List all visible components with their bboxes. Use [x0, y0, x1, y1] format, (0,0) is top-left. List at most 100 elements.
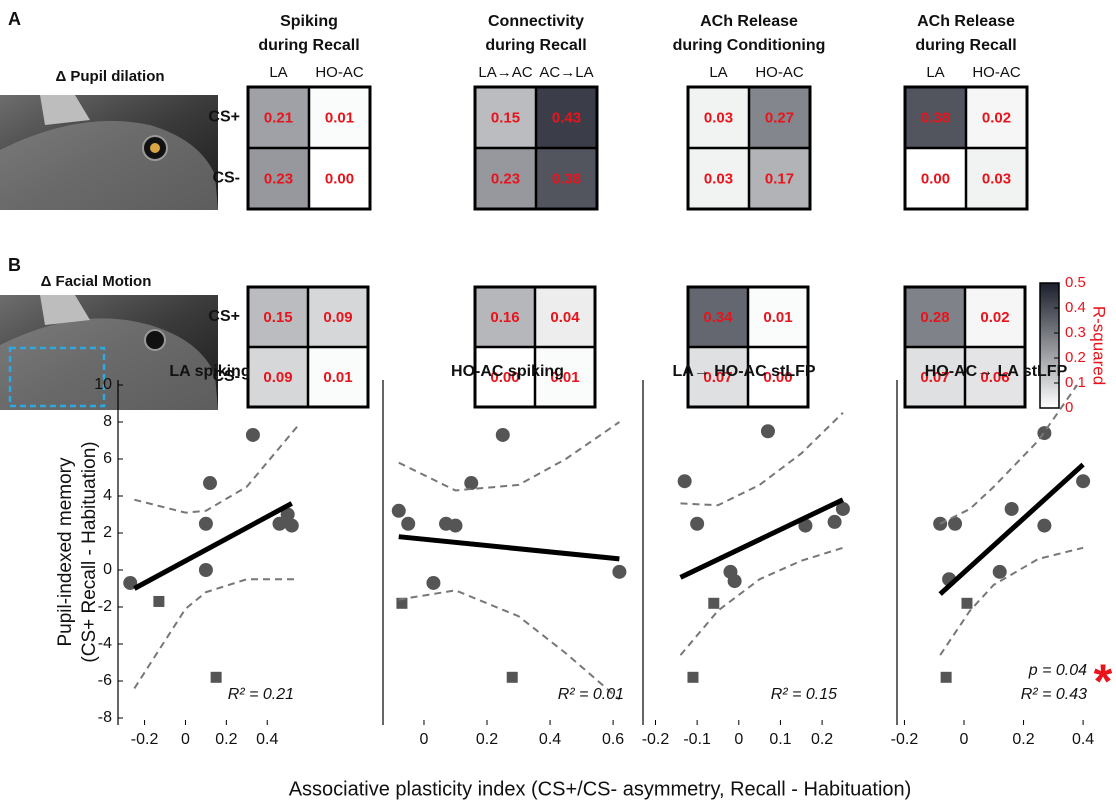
data-point	[210, 671, 222, 683]
colorbar-tick-label: 0.1	[1065, 374, 1086, 391]
data-point	[426, 575, 441, 590]
x-tick-label: -0.2	[131, 731, 159, 748]
heatmap-title: ACh Release	[917, 13, 1015, 30]
data-point	[798, 518, 813, 533]
data-point	[677, 474, 692, 489]
data-point	[1004, 501, 1019, 516]
heatmap-cell	[965, 347, 1025, 407]
chart-title: LA spiking	[169, 363, 250, 380]
data-point	[687, 671, 699, 683]
heatmap-title: during Recall	[485, 37, 586, 54]
x-tick-label: 0.2	[1012, 731, 1034, 748]
data-point	[245, 427, 260, 442]
fit-line	[398, 534, 620, 562]
cell-value-label: 0.03	[704, 109, 733, 126]
row-label: CS-	[212, 170, 240, 187]
cell-value-label: 0.01	[323, 369, 352, 386]
cell-value-label: 0.02	[980, 309, 1009, 326]
cell-value-label: 0.01	[763, 309, 792, 326]
heatmap-cell	[248, 87, 309, 148]
heatmap-title: during Conditioning	[673, 37, 826, 54]
cell-value-label: 0.09	[263, 369, 292, 386]
cell-value-label: 0.21	[264, 109, 293, 126]
y-tick-label: 6	[103, 450, 112, 467]
heatmap-cell	[308, 287, 368, 347]
x-tick-label: -0.2	[891, 731, 919, 748]
data-point	[396, 597, 408, 609]
significance-marker: *	[1094, 656, 1113, 709]
panel-label: A	[8, 9, 21, 29]
column-label: LA	[269, 64, 287, 81]
annotation: R² = 0.43	[1021, 686, 1087, 703]
row-label: Δ Pupil dilation	[55, 68, 164, 85]
data-point	[827, 514, 842, 529]
x-tick-label: -0.1	[683, 731, 711, 748]
data-point	[198, 563, 213, 577]
x-tick-label: 0.4	[1072, 731, 1094, 748]
heatmap-title: during Recall	[915, 37, 1016, 54]
heatmap-cell	[248, 287, 308, 347]
heatmap-cell	[749, 87, 810, 148]
x-tick-label: 0.2	[476, 731, 498, 748]
heatmap-cell	[535, 347, 595, 407]
cell-value-label: 0.17	[765, 170, 794, 187]
data-point	[760, 424, 775, 439]
colorbar-tick-label: 0	[1065, 399, 1073, 416]
y-tick-label: -4	[98, 635, 112, 652]
cell-value-label: 0.04	[550, 309, 580, 326]
cell-value-label: 0.07	[703, 369, 732, 386]
column-label: LA	[926, 64, 944, 81]
y-tick-label: -2	[98, 598, 112, 615]
data-point	[391, 503, 406, 518]
cell-value-label: 0.01	[550, 369, 579, 386]
heatmap-title: during Recall	[258, 37, 359, 54]
data-point	[448, 518, 463, 533]
data-point	[1037, 518, 1052, 533]
cell-value-label: 0.38	[552, 170, 581, 187]
colorbar-tick-label: 0.4	[1065, 299, 1086, 316]
column-label: LA→AC	[478, 64, 532, 81]
heatmap-cell	[748, 347, 808, 407]
heatmap-cell	[248, 347, 308, 407]
heatmap-cell	[308, 347, 368, 407]
data-point	[280, 507, 295, 522]
x-tick-label: 0	[734, 731, 743, 748]
row-label: Δ Facial Motion	[41, 273, 152, 290]
data-point	[690, 516, 705, 531]
fit-line	[938, 462, 1085, 596]
heatmap-title: Spiking	[280, 13, 338, 30]
annotation: R² = 0.15	[771, 686, 837, 703]
heatmap-title: ACh Release	[700, 13, 798, 30]
heatmap-cell	[905, 287, 965, 347]
colorbar-tick-label: 0.3	[1065, 324, 1086, 341]
colorbar	[1039, 282, 1060, 409]
heatmap-cell	[475, 87, 536, 148]
heatmap-cell	[688, 287, 748, 347]
data-point	[835, 501, 850, 516]
data-point	[961, 597, 973, 609]
cell-value-label: 0.00	[490, 369, 519, 386]
mouse-image	[0, 295, 218, 410]
data-point	[272, 516, 287, 531]
x-tick-label: 0.2	[215, 731, 237, 748]
heatmap-cell	[536, 87, 597, 148]
heatmap-cell	[535, 287, 595, 347]
data-point	[464, 476, 479, 491]
cell-value-label: 0.38	[921, 109, 950, 126]
data-point	[948, 516, 963, 531]
cell-value-label: 0.23	[491, 170, 520, 187]
confidence-band	[680, 412, 844, 507]
heatmap-cell	[749, 148, 810, 209]
y-axis-label: Pupil-indexed memory	[55, 457, 76, 647]
heatmap-cell	[965, 287, 1025, 347]
colorbar-tick-label: 0.5	[1065, 274, 1086, 291]
cell-value-label: 0.43	[552, 109, 581, 126]
y-tick-label: -6	[98, 672, 112, 689]
heatmap-cell	[475, 148, 536, 209]
fit-line	[133, 501, 293, 591]
column-label: HO-AC	[755, 64, 804, 81]
data-point	[940, 671, 952, 683]
cell-value-label: 0.09	[323, 309, 352, 326]
cell-value-label: 0.28	[920, 309, 949, 326]
